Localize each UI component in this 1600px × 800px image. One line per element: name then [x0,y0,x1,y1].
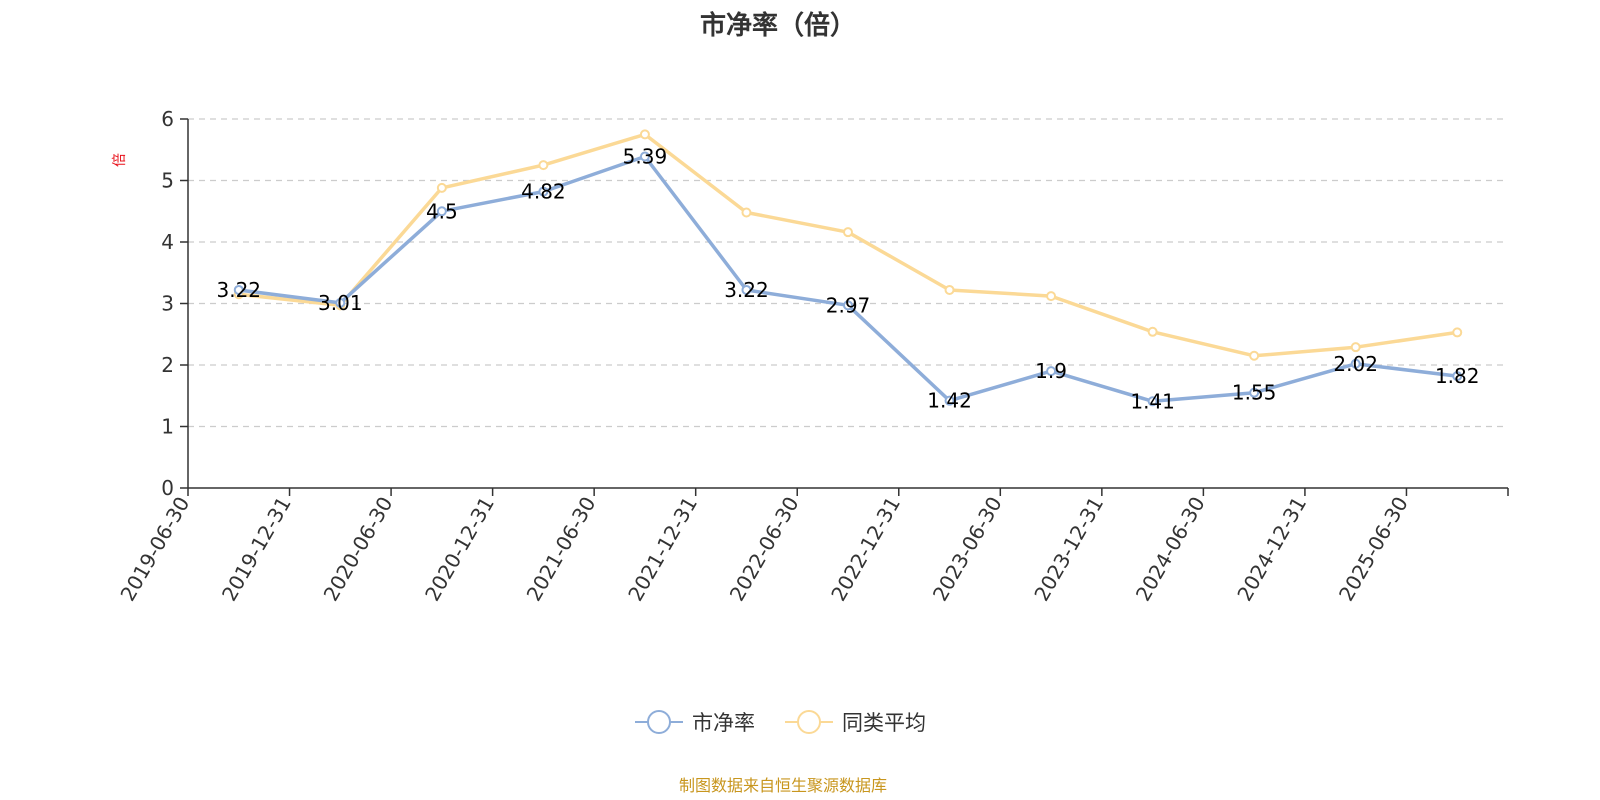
point-同类平均-2025-06-30 [1452,327,1463,338]
point-同类平均-2023-06-30 [1046,291,1057,302]
data-label-2025-06-30: 1.82 [1435,364,1480,388]
x-tick-label-2020-06-30: 2020-06-30 [319,493,398,606]
point-同类平均-2023-12-31 [1147,326,1158,337]
legend[interactable]: 市净率 同类平均 [635,710,926,735]
x-tick-label-2024-06-30: 2024-06-30 [1131,493,1210,606]
point-市净率-2020-06-30 [436,206,447,217]
y-tick-label-3: 3 [161,292,174,316]
point-同类平均-2022-06-30 [843,227,853,238]
point-同类平均-2021-06-30 [639,129,650,140]
source-note: 制图数据来自恒生聚源数据库 [679,776,887,795]
point-同类平均-2020-12-31 [538,160,549,171]
point-市净率-2019-12-31 [335,297,346,308]
y-tick-label-2: 2 [161,353,174,377]
data-label-2023-06-30: 1.9 [1035,359,1067,383]
point-市净率-2024-12-31 [1350,358,1361,369]
data-label-2019-06-30: 3.22 [217,278,262,302]
x-tick-label-2023-06-30: 2023-06-30 [928,493,1007,606]
y-tick-label-4: 4 [161,230,174,254]
data-label-2021-06-30: 5.39 [623,145,668,169]
x-tick-label-2021-06-30: 2021-06-30 [522,493,601,606]
x-tick-label-2019-06-30: 2019-06-30 [115,493,194,606]
x-tick-label-2023-12-31: 2023-12-31 [1029,493,1108,606]
point-市净率-2023-12-31 [1147,396,1158,407]
x-tick-label-2020-12-31: 2020-12-31 [420,493,499,606]
data-label-2024-06-30: 1.55 [1232,381,1277,405]
legend-marker-icon [797,710,821,734]
data-label-2022-12-31: 1.42 [927,389,972,413]
y-tick-label-6: 6 [161,107,174,131]
y-tick-label-5: 5 [161,169,174,193]
y-tick-label-1: 1 [161,415,174,439]
y-axis-unit-label: 倍 [112,153,128,167]
point-市净率-2022-12-31 [944,395,955,406]
series-lines [233,129,1463,407]
point-同类平均-2024-12-31 [1350,342,1361,353]
data-label-2024-12-31: 2.02 [1333,352,1378,376]
data-label-2020-06-30: 4.5 [426,199,458,223]
point-市净率-2022-06-30 [843,300,853,311]
y-tick-label-0: 0 [161,476,174,500]
point-市净率-2025-06-30 [1452,371,1463,382]
series-line-同类平均 [238,132,1458,358]
point-市净率-2021-06-30 [639,151,650,162]
x-tick-label-2021-12-31: 2021-12-31 [623,493,702,606]
legend-marker-icon [647,710,671,734]
point-市净率-2021-12-31 [741,284,752,295]
data-label-2021-12-31: 3.22 [724,278,769,302]
legend-label: 市净率 [692,711,755,735]
x-tick-label-2022-06-30: 2022-06-30 [725,493,804,606]
point-市净率-2019-06-30 [233,284,244,295]
point-市净率-2024-06-30 [1249,387,1260,398]
point-同类平均-2022-12-31 [944,284,955,295]
point-同类平均-2024-06-30 [1249,350,1260,361]
point-同类平均-2020-06-30 [436,182,447,193]
gridlines [188,118,1508,428]
point-同类平均-2021-12-31 [741,207,752,218]
data-label-2022-06-30: 2.97 [826,293,871,317]
legend-item-市净率[interactable]: 市净率 [635,710,755,735]
x-tick-label-2024-12-31: 2024-12-31 [1232,493,1311,606]
axes: 0 1 2 3 4 5 6 2019-06-30 2019-12-31 2020-06-30 202… [115,107,1509,606]
data-labels: 3.22 3.01 4.5 4.82 5.39 3.22 2.97 1.42 1.9 1.41 1.… [217,145,1480,414]
chart-title: 市净率（倍） [700,10,856,41]
point-市净率-2023-06-30 [1046,366,1057,377]
point-市净率-2020-12-31 [538,186,549,197]
x-tick-label-2025-06-30: 2025-06-30 [1334,493,1413,606]
x-tick-label-2022-12-31: 2022-12-31 [826,493,905,606]
x-tick-label-2019-12-31: 2019-12-31 [217,493,296,606]
legend-item-同类平均[interactable]: 同类平均 [785,710,926,735]
data-label-2019-12-31: 3.01 [318,291,363,315]
data-label-2023-12-31: 1.41 [1130,389,1175,413]
legend-label: 同类平均 [842,711,926,735]
data-label-2020-12-31: 4.82 [521,180,566,204]
